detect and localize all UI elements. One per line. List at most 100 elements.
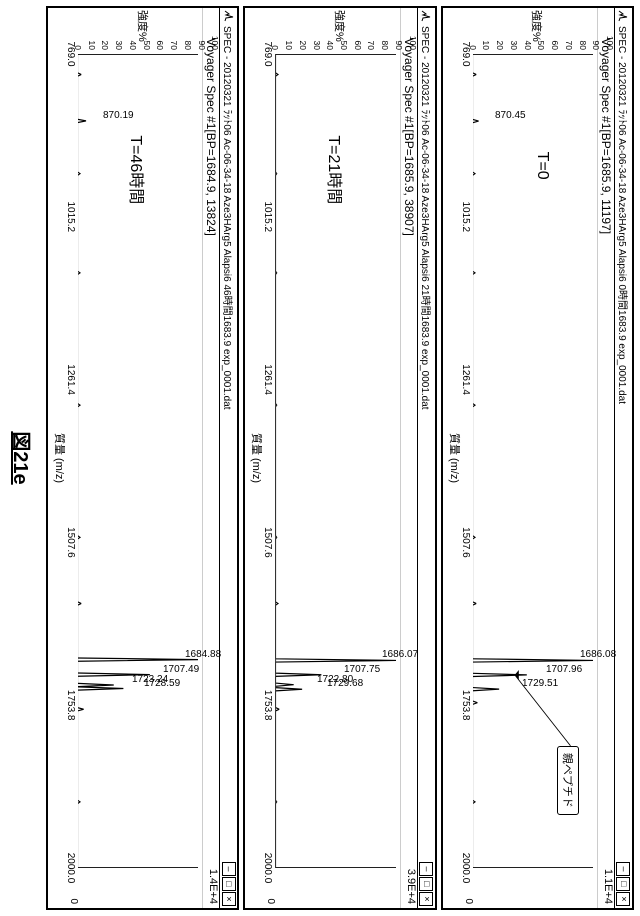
y-tick-label: 30 xyxy=(312,41,322,50)
y-tick-label: 60 xyxy=(550,41,560,50)
spectrum-panel-1: SPEC - 20120321 ﾗｯﾄ06 Ac-06-34-18 Aze3HA… xyxy=(243,6,436,910)
spectrum-icon xyxy=(420,10,432,22)
close-button[interactable]: × xyxy=(222,892,236,906)
y-axis-ticks: 0102030405060708090100 xyxy=(78,24,215,52)
titlebar: SPEC - 20120321 ﾗｯﾄ06 Ac-06-34-18 Aze3HA… xyxy=(614,8,632,908)
panels-container: SPEC - 20120321 ﾗｯﾄ06 Ac-06-34-18 Aze3HA… xyxy=(40,0,640,916)
titlebar-text: SPEC - 20120321 ﾗｯﾄ06 Ac-06-34-18 Aze3HA… xyxy=(419,26,434,861)
peak-label: 1729.51 xyxy=(522,678,558,689)
plot-area: 1686.071707.751729.681722.80T=21時間 xyxy=(275,54,395,868)
x-tick-label: 1261.4 xyxy=(262,364,273,395)
y-tick-label: 30 xyxy=(509,41,519,50)
maximize-button[interactable]: □ xyxy=(222,877,236,891)
x-tick-label: 2000.0 xyxy=(460,853,471,884)
x-tick-label: 1507.6 xyxy=(65,527,76,558)
y-tick-label: 50 xyxy=(142,41,152,50)
plot-area: 870.191684.881707.491728.591723.24T=46時間 xyxy=(78,54,198,868)
plot-area: 870.451686.081707.961729.51T=0親ペプチド xyxy=(473,54,593,868)
y-tick-label: 50 xyxy=(339,41,349,50)
x-tick-label: 2000.0 xyxy=(262,853,273,884)
x-axis-ticks: 769.01015.21261.41507.61753.82000.0 xyxy=(459,54,471,868)
y-zero-label: 0 xyxy=(265,898,276,904)
minimize-button[interactable]: – xyxy=(222,862,236,876)
y-axis-ticks: 0102030405060708090100 xyxy=(275,24,412,52)
page: SPEC - 20120321 ﾗｯﾄ06 Ac-06-34-18 Aze3HA… xyxy=(0,0,640,916)
panel-subtitle: Voyager Spec #1[BP=1684.9, 13824] xyxy=(202,8,219,908)
titlebar: SPEC - 20120321 ﾗｯﾄ06 Ac-06-34-18 Aze3HA… xyxy=(417,8,435,908)
x-tick-label: 1753.8 xyxy=(460,690,471,721)
time-label: T=21時間 xyxy=(324,135,348,204)
time-label: T=46時間 xyxy=(126,135,150,204)
y-tick-label: 60 xyxy=(155,41,165,50)
peak-label: 870.45 xyxy=(495,110,526,121)
y-scale-max: 1.4E+4 xyxy=(207,869,219,904)
peak-label: 1686.07 xyxy=(382,649,418,660)
y-zero-label: 0 xyxy=(463,898,474,904)
x-tick-label: 1261.4 xyxy=(65,364,76,395)
y-tick-label: 10 xyxy=(284,41,294,50)
panel-subtitle: Voyager Spec #1[BP=1685.9, 11197] xyxy=(597,8,614,908)
y-tick-label: 10 xyxy=(87,41,97,50)
peak-label: 1686.08 xyxy=(580,649,616,660)
peak-label: 1723.24 xyxy=(132,674,168,685)
time-label: T=0 xyxy=(533,152,551,180)
x-tick-label: 2000.0 xyxy=(65,853,76,884)
y-tick-label: 80 xyxy=(380,41,390,50)
minimize-button[interactable]: – xyxy=(419,862,433,876)
peak-label: 1684.88 xyxy=(185,649,221,660)
y-tick-label: 20 xyxy=(100,41,110,50)
rotated-container: SPEC - 20120321 ﾗｯﾄ06 Ac-06-34-18 Aze3HA… xyxy=(0,0,640,916)
titlebar-text: SPEC - 20120321 ﾗｯﾄ06 Ac-06-34-18 Aze3HA… xyxy=(221,26,236,861)
y-tick-label: 80 xyxy=(183,41,193,50)
x-tick-label: 1015.2 xyxy=(65,202,76,233)
y-tick-label: 20 xyxy=(298,41,308,50)
figure-label: 図21e xyxy=(8,0,37,916)
y-tick-label: 70 xyxy=(366,41,376,50)
close-button[interactable]: × xyxy=(617,892,631,906)
x-tick-label: 769.0 xyxy=(460,41,471,66)
x-tick-label: 769.0 xyxy=(262,41,273,66)
peak-label: 870.19 xyxy=(103,110,134,121)
peak-label: 1722.80 xyxy=(317,674,353,685)
y-tick-label: 100 xyxy=(605,36,615,50)
x-tick-label: 769.0 xyxy=(65,41,76,66)
x-tick-label: 1753.8 xyxy=(65,690,76,721)
y-axis-ticks: 0102030405060708090100 xyxy=(473,24,610,52)
y-scale-max: 1.1E+4 xyxy=(602,869,614,904)
y-tick-label: 80 xyxy=(578,41,588,50)
maximize-button[interactable]: □ xyxy=(419,877,433,891)
y-tick-label: 20 xyxy=(495,41,505,50)
y-tick-label: 90 xyxy=(197,41,207,50)
peak-label: 1707.96 xyxy=(546,664,582,675)
y-zero-label: 0 xyxy=(68,898,79,904)
x-tick-label: 1507.6 xyxy=(460,527,471,558)
y-tick-label: 90 xyxy=(591,41,601,50)
window-controls: –□× xyxy=(617,861,631,906)
y-scale-max: 3.9E+4 xyxy=(405,869,417,904)
x-tick-label: 1507.6 xyxy=(262,527,273,558)
titlebar: SPEC - 20120321 ﾗｯﾄ06 Ac-06-34-18 Aze3HA… xyxy=(219,8,237,908)
y-tick-label: 10 xyxy=(481,41,491,50)
y-tick-label: 30 xyxy=(114,41,124,50)
y-tick-label: 40 xyxy=(325,41,335,50)
panel-subtitle: Voyager Spec #1[BP=1685.9, 38907] xyxy=(400,8,417,908)
x-axis-ticks: 769.01015.21261.41507.61753.82000.0 xyxy=(261,54,273,868)
window-controls: –□× xyxy=(419,861,433,906)
y-tick-label: 70 xyxy=(564,41,574,50)
y-tick-label: 50 xyxy=(536,41,546,50)
y-tick-label: 90 xyxy=(394,41,404,50)
spectrum-icon xyxy=(618,10,630,22)
peak-label: 1707.49 xyxy=(163,664,199,675)
y-tick-label: 100 xyxy=(210,36,220,50)
close-button[interactable]: × xyxy=(419,892,433,906)
y-tick-label: 60 xyxy=(353,41,363,50)
minimize-button[interactable]: – xyxy=(617,862,631,876)
callout-box: 親ペプチド xyxy=(557,746,579,815)
x-axis-ticks: 769.01015.21261.41507.61753.82000.0 xyxy=(64,54,76,868)
x-tick-label: 1753.8 xyxy=(262,690,273,721)
spectrum-icon xyxy=(223,10,235,22)
maximize-button[interactable]: □ xyxy=(617,877,631,891)
spectrum-panel-2: SPEC - 20120321 ﾗｯﾄ06 Ac-06-34-18 Aze3HA… xyxy=(46,6,239,910)
x-tick-label: 1015.2 xyxy=(262,202,273,233)
window-controls: –□× xyxy=(222,861,236,906)
